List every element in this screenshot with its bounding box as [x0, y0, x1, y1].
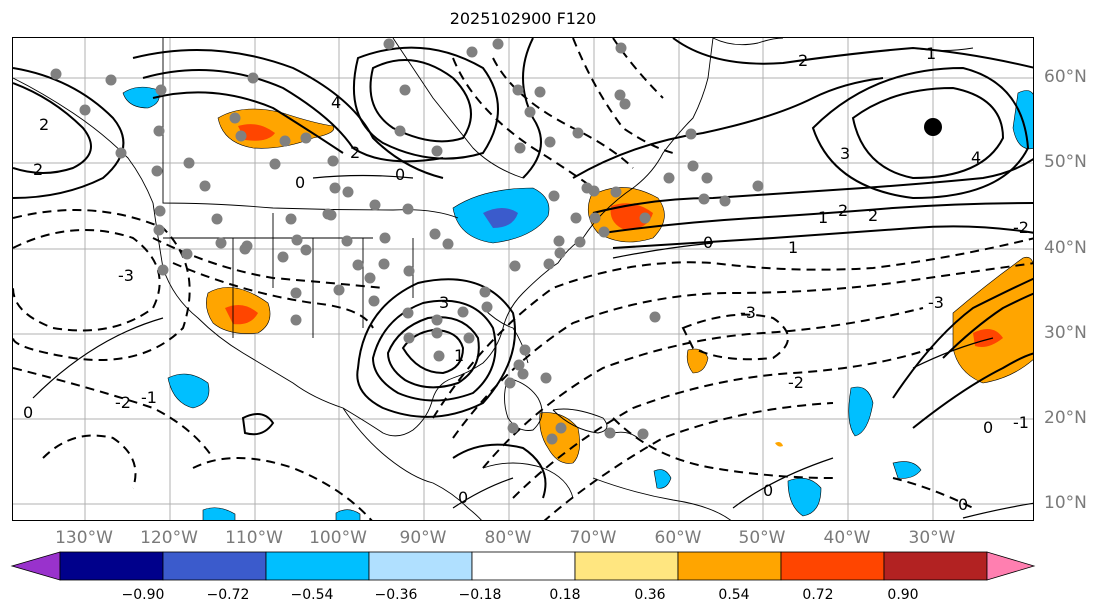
colorbar-tick: −0.18: [458, 587, 502, 603]
contour-label: 2: [868, 206, 878, 225]
contour-label: 3: [439, 293, 449, 312]
lat-label: 60°N: [1044, 67, 1087, 87]
contour-labels: 2 2 2 3 4 3 2 2 1 2 1 1 4 1 -3 -2 -1 -3 …: [23, 44, 1029, 514]
colorbar-tick: 0.72: [802, 587, 834, 603]
contour-label: 2: [39, 115, 49, 134]
lat-label: 50°N: [1044, 152, 1087, 172]
contour-label: -1: [141, 388, 157, 407]
colorbar-extend-high: [986, 551, 1036, 581]
colorbar: [10, 551, 1036, 581]
colorbar-tick: −0.54: [290, 587, 334, 603]
contour-label: -1: [1013, 413, 1029, 432]
colorbar-segment: [471, 551, 576, 581]
contour-label: 2: [33, 160, 43, 179]
negative-shading: [122, 86, 1033, 520]
zero-contours: [32, 174, 1033, 519]
colorbar-segment: [59, 551, 164, 581]
contour-label: 4: [331, 93, 341, 112]
colorbar-segment: [574, 551, 679, 581]
lon-label: 50°W: [738, 528, 786, 548]
contour-label: 4: [971, 148, 981, 167]
lon-label: 120°W: [140, 528, 198, 548]
contour-label: 2: [798, 51, 808, 70]
contour-label: 1: [788, 238, 798, 257]
lon-label: 110°W: [225, 528, 283, 548]
contour-label: -3: [928, 293, 944, 312]
lon-label: 40°W: [823, 528, 871, 548]
colorbar-segment: [162, 551, 267, 581]
contour-label: 0: [458, 488, 468, 507]
colorbar-tick: −0.90: [121, 587, 165, 603]
contour-label: -2: [788, 373, 804, 392]
contour-label: -3: [740, 303, 756, 322]
contour-label: 3: [840, 144, 850, 163]
colorbar-tick: −0.72: [206, 587, 250, 603]
map-canvas: 2 2 2 3 4 3 2 2 1 2 1 1 4 1 -3 -2 -1 -3 …: [13, 38, 1033, 520]
contour-label: 0: [703, 233, 713, 252]
colorbar-extend-low: [10, 551, 61, 581]
contour-label: 2: [838, 201, 848, 220]
coastlines: [13, 38, 974, 520]
contour-label: 1: [818, 208, 828, 227]
lon-label: 60°W: [654, 528, 702, 548]
colorbar-segment: [368, 551, 473, 581]
colorbar-tick: 0.90: [887, 587, 919, 603]
colorbar-segment: [780, 551, 885, 581]
lon-label: 70°W: [569, 528, 617, 548]
contour-label: 0: [983, 418, 993, 437]
negative-contours: [13, 38, 1033, 520]
contour-label: 0: [763, 481, 773, 500]
colorbar-tick: −0.36: [374, 587, 418, 603]
contour-label: 0: [958, 495, 968, 514]
contour-label: 1: [454, 346, 464, 365]
lon-label: 90°W: [399, 528, 447, 548]
positive-contours: [13, 38, 1033, 499]
lat-label: 10°N: [1044, 493, 1087, 513]
contour-label: -2: [1013, 218, 1029, 237]
contour-label: 0: [23, 403, 33, 422]
colorbar-tick: 0.54: [718, 587, 750, 603]
contour-label: 2: [350, 143, 360, 162]
lon-label: 130°W: [55, 528, 113, 548]
colorbar-tick: 0.18: [549, 587, 581, 603]
station-markers: [50, 38, 764, 445]
map-title: 2025102900 F120: [449, 9, 597, 28]
contour-label: 0: [395, 165, 405, 184]
lon-label: 30°W: [908, 528, 956, 548]
colorbar-segment: [677, 551, 782, 581]
colorbar-tick: 0.36: [634, 587, 666, 603]
contour-label: 0: [295, 173, 305, 192]
lat-label: 40°N: [1044, 238, 1087, 258]
map-panel: 2 2 2 3 4 3 2 2 1 2 1 1 4 1 -3 -2 -1 -3 …: [12, 37, 1034, 521]
colorbar-segment: [883, 551, 988, 581]
contour-label: -3: [118, 266, 134, 285]
lon-label: 80°W: [484, 528, 532, 548]
lat-label: 30°N: [1044, 323, 1087, 343]
lat-label: 20°N: [1044, 408, 1087, 428]
lon-label: 100°W: [309, 528, 367, 548]
hurricane-marker: [924, 118, 942, 136]
colorbar-segment: [265, 551, 370, 581]
contour-label: -2: [115, 393, 131, 412]
contour-label: 1: [926, 44, 936, 63]
